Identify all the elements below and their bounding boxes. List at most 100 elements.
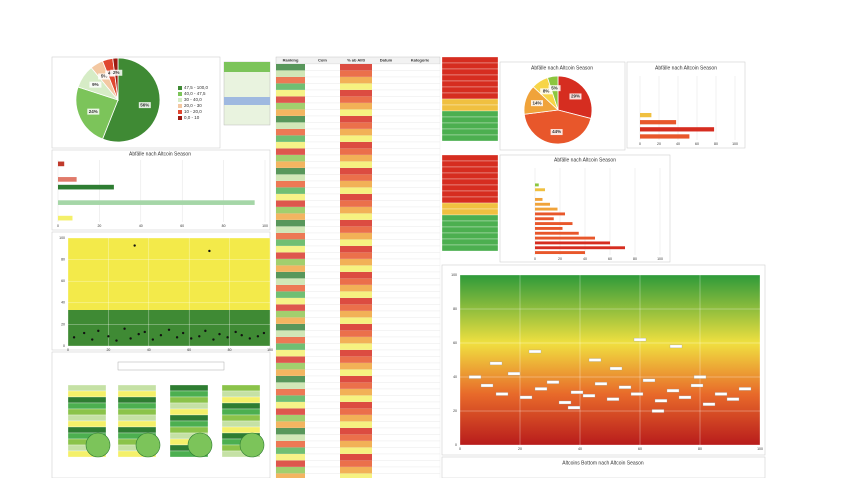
x-tick-label: 60: [638, 447, 642, 451]
y-tick-label: 0: [63, 344, 65, 348]
table-cell: [340, 363, 372, 370]
data-label-box: [540, 88, 553, 95]
point: [198, 335, 201, 338]
table-cell: [340, 103, 372, 110]
chart-title: Altcoins Bottom nach Altcoin Season: [562, 460, 644, 466]
table-cell: [276, 350, 305, 357]
bar: [640, 127, 715, 132]
data-label-box: [110, 69, 123, 76]
point: [234, 330, 237, 334]
legend-swatch: [178, 86, 182, 90]
bar: [58, 215, 73, 221]
point: [690, 383, 704, 388]
spreadsheet-table: Ranking Coin % ab Allti Datum Kategorie: [275, 56, 441, 478]
summary-row: [169, 384, 209, 392]
table-cell: [276, 213, 305, 220]
point: [714, 392, 728, 396]
bar: [58, 184, 114, 190]
table-cell: [276, 441, 305, 448]
point: [489, 361, 503, 366]
x-tick-label: 80: [222, 224, 226, 228]
table-cell: [276, 317, 305, 324]
table-cell: [276, 278, 305, 285]
side-row: [441, 68, 499, 76]
side-row: [441, 128, 499, 136]
table-cell: [276, 369, 305, 376]
data-label: 14%: [532, 100, 541, 105]
side-row: [441, 74, 499, 82]
table-cell: [276, 389, 305, 396]
table-cell: [340, 415, 372, 422]
x-tick-label: 20: [97, 224, 101, 228]
table-cell: [276, 265, 305, 272]
x-tick-label: 40: [147, 348, 151, 352]
table-cell: [276, 434, 305, 441]
table-cell: [340, 161, 372, 168]
table-cell: [276, 408, 305, 415]
table-cell: [340, 369, 372, 376]
point: [654, 399, 668, 403]
summary-row: [67, 426, 107, 434]
legend-label: 0,0 - 10: [184, 115, 200, 120]
point: [534, 387, 548, 391]
point: [546, 380, 560, 384]
side-row: [441, 202, 499, 210]
point: [137, 332, 140, 336]
bar: [640, 120, 677, 125]
table-cell: [276, 194, 305, 201]
point: [582, 394, 596, 398]
plot-background: [460, 275, 760, 445]
table-cell: [276, 200, 305, 207]
table-cell: [340, 278, 372, 285]
table-cell: [340, 142, 372, 149]
table-cell: [276, 343, 305, 350]
table-cell: [276, 181, 305, 188]
data-label-box: [530, 100, 543, 107]
column-header: Kategorie: [411, 58, 430, 63]
table-cell: [276, 311, 305, 318]
point: [606, 397, 620, 401]
side-row: [441, 220, 499, 228]
table-cell: [340, 356, 372, 363]
x-tick-label: 40: [578, 447, 582, 451]
side-row: [441, 244, 499, 252]
table-cell: [340, 467, 372, 474]
data-label: 2%: [113, 70, 120, 75]
y-tick-label: 20: [453, 409, 457, 413]
table-cell: [340, 389, 372, 396]
table-cell: [276, 395, 305, 402]
table-cell: [340, 194, 372, 201]
table-cell: [340, 272, 372, 279]
side-row: [441, 184, 499, 192]
summary-pie: [187, 432, 213, 458]
x-tick-label: 20: [106, 348, 110, 352]
table-cell: [276, 460, 305, 467]
table-cell: [340, 64, 372, 71]
side-row: [441, 56, 499, 64]
point: [123, 327, 126, 330]
data-label-box: [98, 73, 111, 80]
summary-row: [169, 402, 209, 410]
table-cell: [340, 148, 372, 155]
table-cell: [340, 317, 372, 324]
legend-label: 20,0 - 30: [184, 103, 202, 108]
y-tick-label: 60: [61, 279, 65, 283]
table-cell: [276, 168, 305, 175]
point: [190, 337, 193, 340]
table-cell: [340, 324, 372, 331]
point: [133, 244, 136, 247]
data-label: 9%: [92, 82, 99, 87]
data-label: 8%: [543, 89, 550, 94]
mini-table: [223, 61, 271, 126]
table-cell: [276, 376, 305, 383]
table-cell: [340, 181, 372, 188]
summary-row: [117, 414, 157, 422]
side-row: [441, 122, 499, 130]
column-header: % ab Allti: [347, 58, 365, 63]
side-row: [441, 116, 499, 124]
point: [507, 371, 521, 376]
table-cell: [340, 285, 372, 292]
point: [642, 378, 656, 383]
table-cell: [276, 447, 305, 454]
